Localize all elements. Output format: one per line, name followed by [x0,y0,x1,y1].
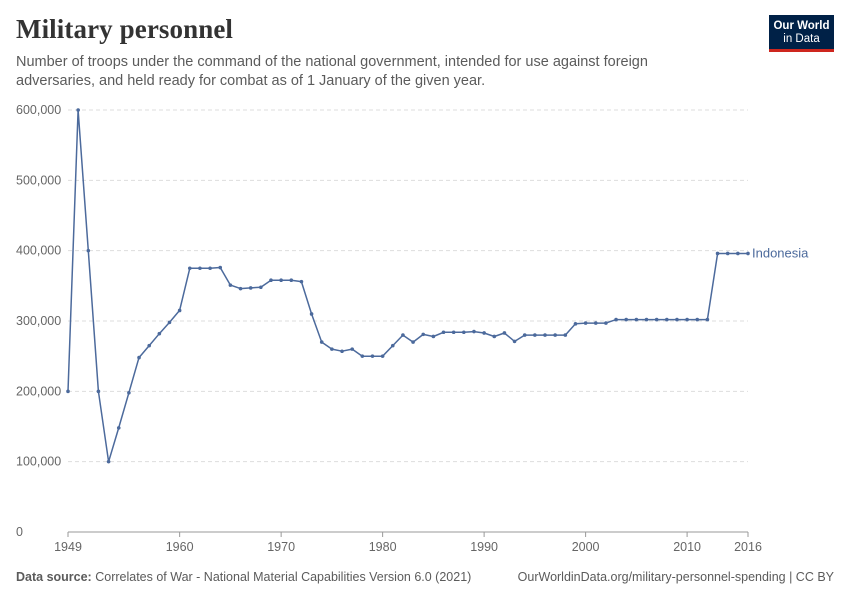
y-tick-label: 600,000 [16,103,61,117]
y-tick-label: 100,000 [16,455,61,469]
x-tick-label: 1960 [166,540,194,554]
data-point[interactable] [116,426,121,430]
source-text: Correlates of War - National Material Ca… [95,570,472,584]
data-point[interactable] [269,278,273,283]
data-point[interactable] [187,266,192,271]
data-point[interactable] [736,251,740,256]
data-point[interactable] [137,355,141,360]
data-point[interactable] [654,317,659,322]
data-point[interactable] [279,278,283,283]
data-point[interactable] [502,331,507,335]
owid-logo[interactable]: Our World in Data [769,15,834,52]
chart-subtitle: Number of troops under the command of th… [16,54,648,89]
data-point[interactable] [330,347,334,351]
data-point[interactable] [350,347,354,351]
x-tick-label: 2010 [673,540,701,554]
data-point[interactable] [431,334,436,339]
data-point[interactable] [604,321,608,325]
data-point[interactable] [147,343,151,348]
source-label: Data source: [16,570,92,584]
data-point[interactable] [533,333,537,337]
data-point[interactable] [66,389,70,394]
data-point[interactable] [715,251,720,256]
data-point[interactable] [380,354,385,358]
y-tick-label: 300,000 [16,314,61,328]
data-point[interactable] [675,317,679,322]
x-tick-label: 2000 [572,540,600,554]
data-point[interactable] [462,330,466,335]
y-tick-label: 500,000 [16,173,61,187]
data-point[interactable] [573,322,578,326]
data-point[interactable] [198,266,202,271]
data-point[interactable] [319,340,324,344]
line-chart: 0 100,000 200,000 300,000 400,000 500,000 600,… [16,103,809,554]
data-point[interactable] [472,329,476,334]
data-point[interactable] [543,333,547,337]
data-point[interactable] [177,308,182,313]
data-point[interactable] [593,321,598,325]
data-point[interactable] [218,265,223,270]
data-point[interactable] [401,333,405,337]
data-point[interactable] [492,334,497,339]
logo-line-2: in Data [783,33,820,45]
data-point[interactable] [238,286,243,291]
data-point[interactable] [248,286,253,290]
data-point[interactable] [746,251,750,256]
data-point[interactable] [451,330,456,335]
footer: Data source: Correlates of War - Nationa… [16,570,834,584]
data-point[interactable] [614,317,618,322]
data-point[interactable] [583,321,588,325]
data-point[interactable] [390,343,395,348]
series-label[interactable]: Indonesia [752,245,809,260]
y-tick-label: 0 [16,525,23,539]
data-point[interactable] [695,317,700,322]
data-point[interactable] [725,251,730,256]
data-point[interactable] [208,266,212,271]
data-point[interactable] [441,330,446,335]
data-point[interactable] [624,317,629,322]
logo-accent-bar [769,49,834,52]
y-tick-label: 400,000 [16,244,61,258]
data-point[interactable] [665,317,669,322]
data-point[interactable] [228,283,233,287]
data-point[interactable] [563,333,568,337]
data-point[interactable] [360,354,365,358]
data-point[interactable] [299,279,304,284]
x-tick-label: 1990 [470,540,498,554]
data-point[interactable] [76,108,80,112]
data-point[interactable] [86,248,91,253]
data-point[interactable] [96,389,101,394]
data-point[interactable] [482,331,486,335]
data-point[interactable] [634,317,639,322]
x-tick-label: 1970 [267,540,295,554]
source-url[interactable]: OurWorldinData.org/military-personnel-sp… [517,570,834,584]
logo-line-1: Our World [773,20,830,32]
data-point[interactable] [259,285,263,290]
data-point[interactable] [370,354,375,358]
data-point[interactable] [289,278,294,283]
data-point[interactable] [106,459,111,464]
series-line-indonesia[interactable] [67,109,748,463]
data-point[interactable] [705,317,710,322]
data-point[interactable] [512,339,517,344]
data-point[interactable] [553,333,557,337]
data-point[interactable] [421,332,426,337]
x-tick-label: 1949 [54,540,82,554]
y-tick-label: 200,000 [16,384,61,398]
data-point[interactable] [309,312,314,316]
data-point[interactable] [340,349,344,354]
data-point[interactable] [411,340,415,344]
data-point[interactable] [127,390,131,395]
data-point[interactable] [522,333,527,337]
data-point[interactable] [685,317,689,322]
data-point[interactable] [644,317,649,322]
data-point[interactable] [167,320,172,325]
data-point[interactable] [157,331,162,336]
x-tick-label: 2016 [734,540,762,554]
x-tick-label: 1980 [369,540,397,554]
chart-title: Military personnel [16,14,234,44]
